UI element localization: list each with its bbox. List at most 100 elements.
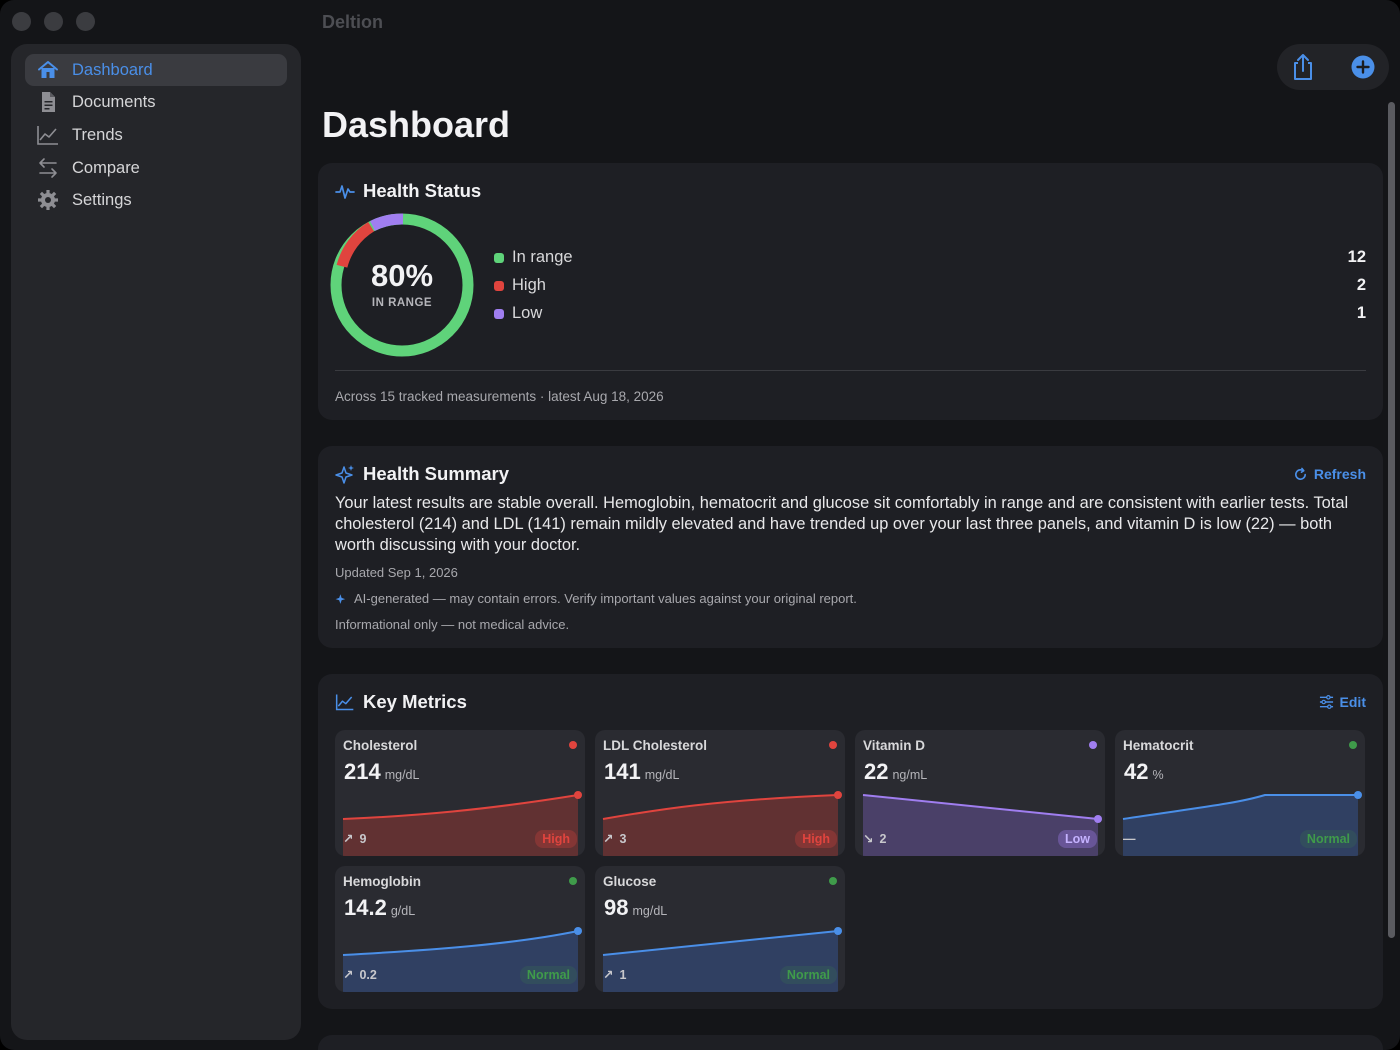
health-summary-header: Health Summary [335, 463, 509, 485]
sidebar-item-label: Trends [72, 125, 123, 144]
trend-arrow-icon: — [1123, 832, 1136, 846]
metric-unit: mg/dL [632, 904, 668, 918]
high-swatch [494, 280, 504, 291]
edit-metrics-button[interactable]: Edit [1319, 694, 1366, 710]
scrollbar[interactable] [1388, 102, 1395, 938]
chart-line-icon [37, 126, 58, 145]
health-status-header: Health Status [335, 180, 481, 202]
metric-value: 14.2 g/dL [344, 895, 415, 921]
summary-body: Your latest results are stable overall. … [335, 494, 1349, 554]
share-button[interactable] [1287, 52, 1319, 82]
metric-number: 141 [604, 759, 641, 784]
status-donut: 80% IN RANGE [328, 211, 476, 359]
status-badge: Normal [519, 966, 577, 984]
metric-tile-vitamin-d[interactable]: Vitamin D 22 ng/mL ↘ 2 Low [855, 730, 1105, 856]
metric-delta: ↗ 9 [343, 831, 367, 847]
status-badge: High [795, 830, 837, 848]
trend-arrow-icon: ↘ [863, 832, 874, 846]
metric-name: Hemoglobin [343, 874, 421, 889]
metric-delta: ↘ 2 [863, 831, 886, 847]
add-button[interactable] [1347, 52, 1379, 82]
minimize-window-button[interactable] [44, 12, 63, 31]
house-icon [38, 61, 58, 78]
metric-tile-ldl-cholesterol[interactable]: LDL Cholesterol 141 mg/dL ↗ 3 High [595, 730, 845, 856]
close-window-button[interactable] [12, 12, 31, 31]
donut-segment-high [336, 222, 375, 268]
sidebar-item-trends[interactable]: Trends [25, 119, 287, 151]
status-badge: Normal [1299, 830, 1357, 848]
disclaimer: Informational only — not medical advice. [335, 617, 570, 632]
metric-tile-glucose[interactable]: Glucose 98 mg/dL ↗ 1 Normal [595, 866, 845, 992]
summary-updated: Updated Sep 1, 2026 [335, 565, 458, 580]
sidebar-item-label: Compare [72, 158, 140, 177]
refresh-icon [1294, 467, 1306, 480]
key-metrics-card: Key Metrics Edit Cholesterol 214 mg/dL ↗ 9 Hi… [318, 674, 1383, 1009]
metric-name: Cholesterol [343, 738, 418, 753]
plus-circle-icon [1351, 55, 1375, 79]
metric-number: 14.2 [344, 895, 387, 920]
sidebar: Dashboard Documents Trends Compare Setti… [11, 44, 301, 1040]
metric-tile-hemoglobin[interactable]: Hemoglobin 14.2 g/dL ↗ 0.2 Normal [335, 866, 585, 992]
metric-delta: — [1123, 832, 1142, 846]
delta-value: 9 [359, 831, 367, 846]
metric-value: 42% [1124, 759, 1164, 785]
legend-label: Low [512, 304, 543, 322]
sparkles-icon [335, 465, 354, 484]
zoom-window-button[interactable] [76, 12, 95, 31]
donut-caption: IN RANGE [371, 297, 433, 309]
sidebar-item-compare[interactable]: Compare [25, 152, 287, 184]
metric-value: 141 mg/dL [604, 759, 679, 785]
ai-note-text: AI-generated — may contain errors. Verif… [354, 591, 857, 606]
health-status-footer: Across 15 tracked measurements · latest … [335, 389, 664, 404]
status-dot [569, 741, 577, 749]
legend-count: 1 [1356, 304, 1366, 322]
low-swatch [494, 308, 504, 319]
status-dot [569, 877, 577, 885]
donut-segment-low [370, 213, 404, 231]
sidebar-item-dashboard[interactable]: Dashboard [25, 54, 287, 86]
donut-chart [330, 213, 474, 357]
in-range-swatch [494, 252, 504, 263]
health-status-heading: Health Status [363, 180, 482, 201]
delta-value: 0.2 [359, 967, 377, 982]
trend-arrow-icon: ↗ [603, 968, 614, 982]
legend-count: 2 [1356, 276, 1366, 294]
refresh-label: Refresh [1313, 466, 1366, 482]
metric-value: 214 mg/dL [344, 759, 419, 785]
waveform-icon [335, 185, 355, 199]
sparkline [342, 791, 582, 856]
metric-name: Hematocrit [1123, 738, 1194, 753]
metric-name: Vitamin D [863, 738, 926, 753]
sparkline [602, 927, 842, 992]
refresh-button[interactable]: Refresh [1293, 466, 1366, 482]
status-dot [1349, 741, 1357, 749]
health-status-card: Health Status 80% IN RANGE In range 12 H… [318, 163, 1383, 420]
sliders-icon [1319, 695, 1333, 709]
sparkline [602, 791, 842, 856]
metric-value: 98 mg/dL [604, 895, 667, 921]
trend-arrow-icon: ↗ [343, 968, 354, 982]
delta-value: 3 [619, 831, 627, 846]
sparkline [342, 927, 582, 992]
edit-label: Edit [1339, 694, 1366, 710]
document-icon [42, 92, 55, 112]
sidebar-item-documents[interactable]: Documents [25, 86, 287, 118]
metric-tile-hematocrit[interactable]: Hematocrit 42% — Normal [1115, 730, 1365, 856]
key-metrics-heading: Key Metrics [363, 691, 467, 712]
health-summary-card: Health Summary Refresh Your latest resul… [318, 446, 1383, 648]
metric-tile-cholesterol[interactable]: Cholesterol 214 mg/dL ↗ 9 High [335, 730, 585, 856]
metric-delta: ↗ 3 [603, 831, 627, 847]
metric-unit: % [1152, 768, 1164, 782]
sidebar-item-label: Dashboard [72, 60, 153, 79]
sidebar-item-label: Settings [72, 190, 132, 209]
legend-label: High [512, 276, 546, 294]
metric-name: Glucose [603, 874, 657, 889]
toolbar [1277, 44, 1389, 90]
next-card [318, 1035, 1383, 1050]
metric-delta: ↗ 0.2 [343, 967, 377, 983]
chart-line-icon [335, 694, 354, 711]
sparkline [862, 794, 1102, 856]
legend-count: 12 [1347, 248, 1366, 266]
sidebar-item-settings[interactable]: Settings [25, 184, 287, 216]
